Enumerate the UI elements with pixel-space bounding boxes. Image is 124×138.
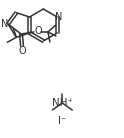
Text: O: O [18, 46, 26, 56]
Text: O: O [34, 26, 42, 36]
Text: N: N [1, 19, 8, 29]
Text: I⁻: I⁻ [58, 116, 66, 126]
Text: NH⁺: NH⁺ [52, 98, 73, 108]
Text: N: N [55, 12, 63, 22]
